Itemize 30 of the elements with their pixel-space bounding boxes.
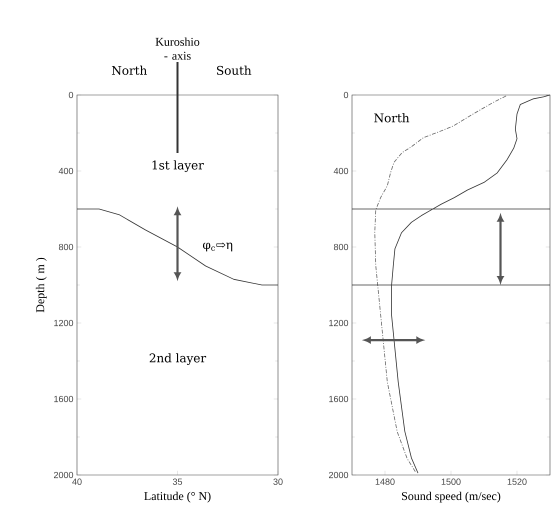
line-series xyxy=(374,96,507,472)
text: North xyxy=(112,66,147,75)
text: South xyxy=(217,66,252,75)
ref-line-label: Kuroshio - axis xyxy=(156,37,200,60)
y-tick-label: 0 xyxy=(68,92,74,98)
x-axis-title: Latitude (° N) xyxy=(144,492,211,503)
y-tick-label: 800 xyxy=(334,244,348,250)
annotation: 1st layer xyxy=(152,160,204,172)
x-tick-label: 1500 xyxy=(442,478,461,485)
x-tick-label: 30 xyxy=(273,478,283,485)
y-axis-title: Depth ( m ) xyxy=(36,258,47,312)
y-tick-label: 800 xyxy=(58,244,74,250)
y-tick-label: 0 xyxy=(344,92,348,98)
y-tick-label: 1600 xyxy=(329,396,348,402)
annotation: North xyxy=(374,113,410,122)
x-tick-label: 1480 xyxy=(376,478,395,485)
x-tick-label: 1520 xyxy=(508,478,527,485)
y-tick-label: 400 xyxy=(334,168,348,174)
annotation: φ$_{c}$⇨η xyxy=(202,242,232,252)
y-tick-label: 1200 xyxy=(54,320,74,326)
x-tick-label: 35 xyxy=(172,478,182,485)
y-tick-label: 1200 xyxy=(329,320,348,326)
y-tick-label: 2000 xyxy=(54,472,74,478)
line-series xyxy=(76,208,278,286)
y-tick-label: 1600 xyxy=(54,396,74,402)
x-axis-title: Sound speed (m/sec) xyxy=(402,492,500,503)
y-tick-label: 2000 xyxy=(328,472,348,478)
annotation: 2nd layer xyxy=(150,353,206,365)
x-tick-label: 40 xyxy=(72,478,82,485)
y-tick-label: 400 xyxy=(58,168,74,174)
